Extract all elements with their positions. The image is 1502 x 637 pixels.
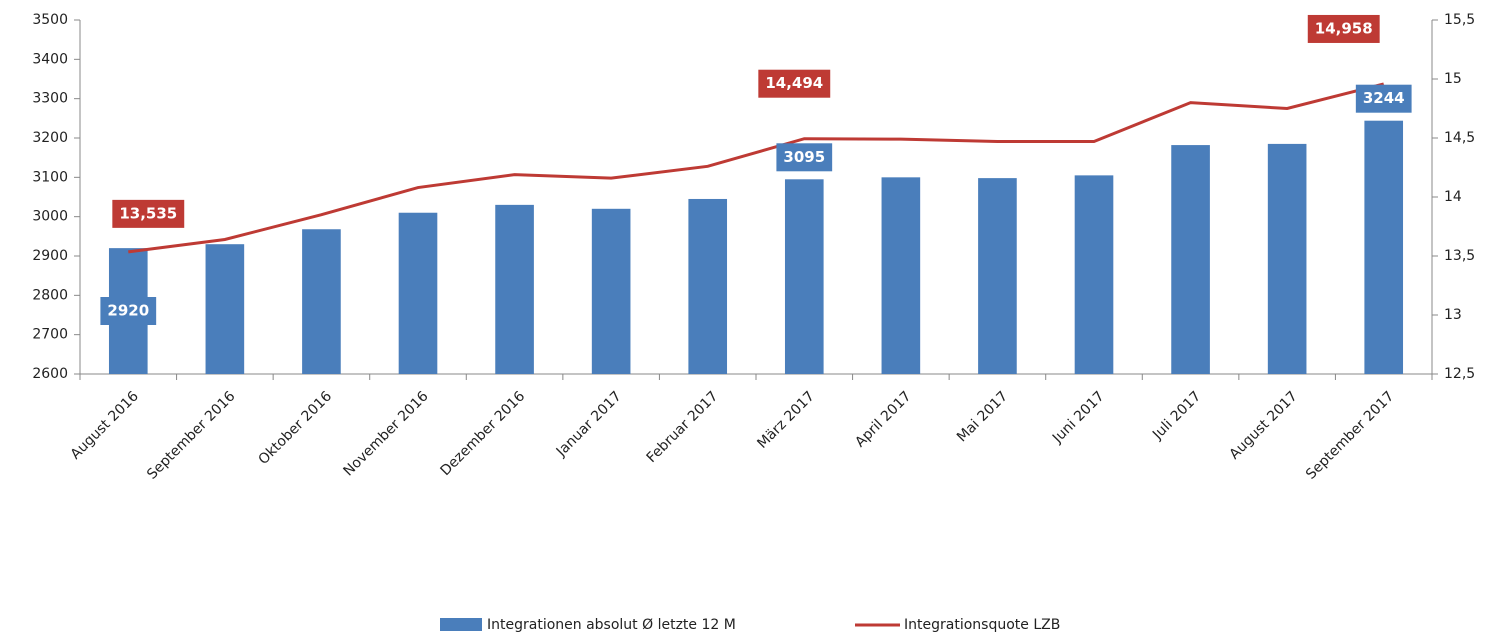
value-label: 13,535 [119,204,177,222]
x-tick-label: August 2017 [1226,388,1300,462]
legend-label: Integrationen absolut Ø letzte 12 M [487,617,736,633]
y-tick-label: 3200 [32,130,68,146]
x-tick-label: Dezember 2016 [437,388,528,479]
y-tick-label: 3000 [32,209,68,225]
y2-tick-label: 13,5 [1444,248,1475,264]
bar [784,179,824,374]
y-tick-label: 3400 [32,51,68,67]
y2-tick-label: 13 [1444,307,1462,323]
legend-label: Integrationsquote LZB [904,617,1060,633]
value-label: 14,494 [765,74,823,92]
x-tick-label: Februar 2017 [644,388,722,466]
bar [881,177,921,374]
x-tick-label: Juni 2017 [1049,388,1108,447]
y-tick-label: 2900 [32,248,68,264]
bar [1364,120,1404,375]
x-tick-label: Mai 2017 [954,388,1011,445]
y2-tick-label: 12,5 [1444,366,1475,382]
value-label: 3095 [783,148,825,166]
x-tick-label: März 2017 [754,388,818,452]
bar [495,204,534,374]
y-tick-label: 2600 [32,366,68,382]
value-label-box [776,143,833,172]
legend-swatch [440,618,482,631]
x-tick-label: September 2016 [144,388,238,482]
x-tick-label: Juli 2017 [1149,388,1204,443]
x-tick-label: November 2016 [340,388,431,479]
bar [1267,143,1307,374]
y-tick-label: 3300 [32,91,68,107]
y2-tick-label: 14 [1444,189,1462,205]
x-tick-label: Oktober 2016 [256,388,336,468]
y2-tick-label: 15,5 [1444,12,1475,28]
bar [398,212,438,374]
bar [978,178,1017,374]
bar [205,244,245,374]
y-tick-label: 2800 [32,287,68,303]
bar [1171,145,1210,374]
value-label-box [758,69,831,98]
x-tick-label: Januar 2017 [553,388,625,460]
value-label-box [100,297,157,325]
x-tick-label: August 2016 [68,388,142,462]
bar [688,198,728,374]
y2-tick-label: 15 [1444,71,1462,87]
value-label-box [1307,14,1380,43]
y2-tick-label: 14,5 [1444,130,1475,146]
x-tick-label: September 2017 [1303,388,1397,482]
bar [302,229,341,374]
bar [591,208,631,374]
y-tick-label: 3500 [32,12,68,28]
bar [1074,175,1114,374]
line [128,82,1385,254]
x-tick-label: April 2017 [852,388,914,450]
value-label: 3244 [1363,89,1405,107]
value-label: 14,958 [1315,19,1373,37]
value-label-box [112,199,185,228]
y-tick-label: 3100 [32,169,68,185]
value-label-box [1355,84,1412,113]
y-tick-label: 2700 [32,327,68,343]
value-label: 2920 [107,302,149,320]
